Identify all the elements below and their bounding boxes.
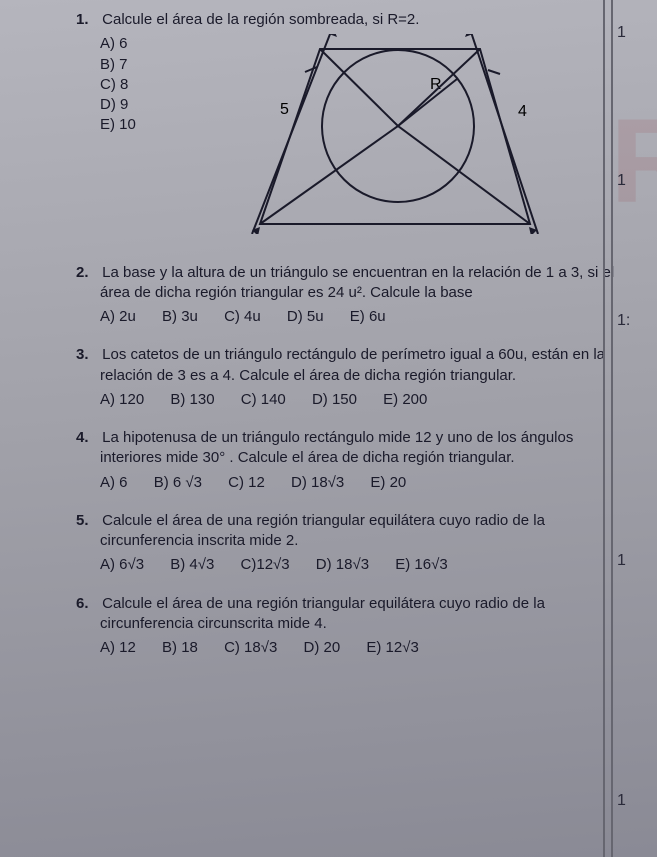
q2-stem: La base y la altura de un triángulo se e…	[100, 264, 614, 301]
question-5: 5. Calcule el área de una región triangu…	[100, 511, 637, 576]
margin-num-4: 1	[617, 550, 626, 572]
q2-number: 2.	[76, 263, 98, 283]
q5-options: A) 6√3 B) 4√3 C)12√3 D) 18√3 E) 16√3	[100, 555, 637, 575]
question-6: 6. Calcule el área de una región triangu…	[100, 594, 637, 659]
q4-number: 4.	[76, 428, 98, 448]
q1-stem: Calcule el área de la región sombreada, …	[102, 11, 419, 28]
q1-opt-a: A) 6	[100, 34, 148, 54]
q5-opt-a: A) 6√3	[100, 555, 144, 575]
q1-options: A) 6 B) 7 C) 8 D) 9 E) 10	[100, 34, 170, 135]
q2-options: A) 2u B) 3u C) 4u D) 5u E) 6u	[100, 307, 637, 327]
label-4: 4	[518, 103, 527, 120]
q4-opt-b: B) 6 √3	[154, 473, 202, 493]
margin-num-5: 1	[617, 790, 626, 812]
margin-num-3: 1:	[617, 310, 630, 332]
left-side-ext	[252, 34, 332, 234]
q1-diagram: R 5 4	[230, 34, 560, 240]
q3-opt-a: A) 120	[100, 390, 144, 410]
trapezoid	[260, 49, 530, 224]
q4-opt-a: A) 6	[100, 473, 128, 493]
q2-opt-e: E) 6u	[350, 307, 386, 327]
q3-options: A) 120 B) 130 C) 140 D) 150 E) 200	[100, 390, 637, 410]
q3-opt-e: E) 200	[383, 390, 427, 410]
margin-num-1: 1	[617, 22, 626, 44]
q2-opt-a: A) 2u	[100, 307, 136, 327]
q6-opt-d: D) 20	[304, 638, 341, 658]
margin-rule-2	[603, 0, 605, 857]
margin-rule-1	[611, 0, 613, 857]
q5-stem: Calcule el área de una región triangular…	[100, 512, 545, 549]
margin-num-2: 1	[617, 170, 626, 192]
q6-opt-c: C) 18√3	[224, 638, 277, 658]
q3-number: 3.	[76, 345, 98, 365]
q1-opt-b: B) 7	[100, 55, 148, 75]
center-to-tr	[398, 49, 480, 126]
question-2: 2. La base y la altura de un triángulo s…	[100, 263, 637, 328]
q3-opt-c: C) 140	[241, 390, 286, 410]
q6-opt-a: A) 12	[100, 638, 136, 658]
right-margin: 1 1 1: 1 1	[611, 0, 651, 857]
q3-opt-b: B) 130	[170, 390, 214, 410]
q5-number: 5.	[76, 511, 98, 531]
q2-opt-d: D) 5u	[287, 307, 324, 327]
q4-opt-e: E) 20	[370, 473, 406, 493]
q2-opt-b: B) 3u	[162, 307, 198, 327]
question-3: 3. Los catetos de un triángulo rectángul…	[100, 345, 637, 410]
center-to-br	[398, 126, 530, 224]
q4-options: A) 6 B) 6 √3 C) 12 D) 18√3 E) 20	[100, 473, 637, 493]
q4-stem: La hipotenusa de un triángulo rectángulo…	[100, 429, 573, 466]
q2-opt-c: C) 4u	[224, 307, 261, 327]
q5-opt-e: E) 16√3	[395, 555, 447, 575]
page: R 1. Calcule el área de la región sombre…	[0, 0, 657, 857]
question-4: 4. La hipotenusa de un triángulo rectáng…	[100, 428, 637, 493]
q5-opt-d: D) 18√3	[316, 555, 369, 575]
q1-number: 1.	[76, 10, 98, 30]
q4-opt-d: D) 18√3	[291, 473, 344, 493]
q5-opt-b: B) 4√3	[170, 555, 214, 575]
q6-options: A) 12 B) 18 C) 18√3 D) 20 E) 12√3	[100, 638, 637, 658]
center-to-bl	[260, 126, 398, 224]
label-5: 5	[280, 101, 289, 118]
q3-opt-d: D) 150	[312, 390, 357, 410]
q5-opt-c: C)12√3	[241, 555, 290, 575]
q6-opt-e: E) 12√3	[366, 638, 418, 658]
tick-right-top	[488, 70, 500, 74]
q1-opt-e: E) 10	[100, 115, 148, 135]
q6-opt-b: B) 18	[162, 638, 198, 658]
q1-opt-d: D) 9	[100, 95, 148, 115]
q6-number: 6.	[76, 594, 98, 614]
question-1: 1. Calcule el área de la región sombread…	[100, 10, 637, 245]
q3-stem: Los catetos de un triángulo rectángulo d…	[100, 346, 605, 383]
q6-stem: Calcule el área de una región triangular…	[100, 595, 545, 632]
q4-opt-c: C) 12	[228, 473, 265, 493]
q1-opt-c: C) 8	[100, 75, 148, 95]
